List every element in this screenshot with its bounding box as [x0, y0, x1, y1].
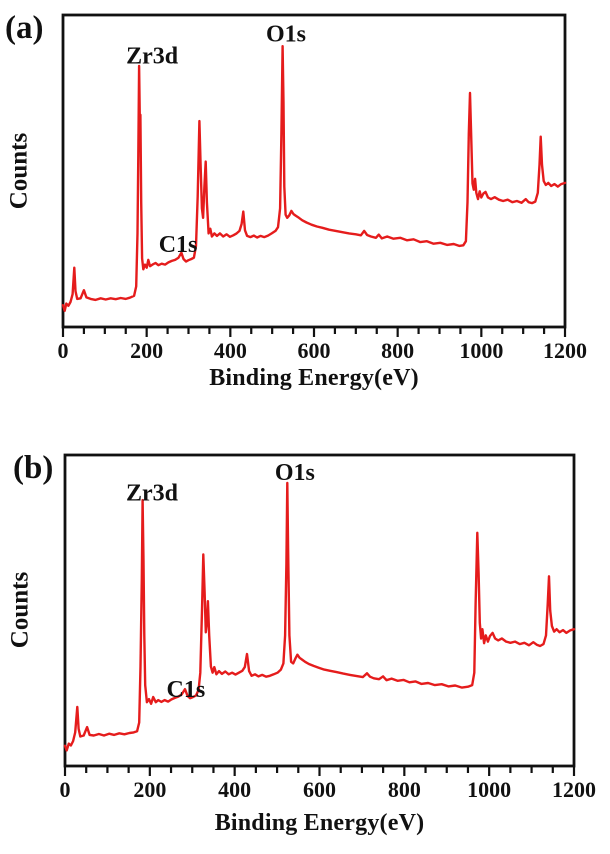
peak-label-zr3d: Zr3d	[126, 480, 179, 506]
panel-label-b: (b)	[13, 450, 54, 486]
spectrum-trace	[61, 45, 567, 312]
panel-label-a: (a)	[5, 10, 44, 46]
spectrum-trace	[63, 481, 576, 752]
x-tick-label: 1200	[552, 777, 596, 802]
x-tick-label: 1000	[467, 777, 511, 802]
peak-label-o1s: O1s	[275, 460, 315, 486]
x-tick-label: 800	[388, 777, 421, 802]
peak-label-c1s: C1s	[167, 677, 206, 703]
spectrum-plot-b: 0 200 400 600 800 1000 1200 Zr3d O1s C1s	[60, 453, 596, 802]
x-tick-label: 1200	[543, 338, 587, 363]
x-tick-label: 1000	[459, 338, 503, 363]
peak-label-o1s: O1s	[266, 22, 306, 48]
panel-a: (a) Counts 0 200 400 600 800 1000 1200 Zr3d O1s C…	[5, 10, 587, 391]
x-axis-title-a: Binding Energy(eV)	[209, 365, 419, 391]
x-tick-label: 200	[130, 338, 163, 363]
x-tick-label: 600	[303, 777, 336, 802]
plot-frame	[61, 13, 567, 329]
x-tick-label: 0	[60, 777, 71, 802]
x-tick-label: 600	[298, 338, 331, 363]
peak-label-c1s: C1s	[159, 232, 198, 258]
panel-b: (b) Counts 0 200 400 600 800 1000 1200 Zr3d O1s C…	[0, 427, 610, 854]
x-tick-label: 0	[58, 338, 69, 363]
x-axis-title-b: Binding Energy(eV)	[214, 810, 425, 836]
x-tick-label: 800	[381, 338, 414, 363]
x-tick-label: 400	[214, 338, 247, 363]
spectrum-plot-a: 0 200 400 600 800 1000 1200 Zr3d O1s C1s	[58, 13, 587, 363]
plot-frame	[63, 453, 576, 768]
peak-label-zr3d: Zr3d	[126, 44, 179, 70]
x-tick-label: 200	[133, 777, 166, 802]
x-tick-label: 400	[218, 777, 251, 802]
